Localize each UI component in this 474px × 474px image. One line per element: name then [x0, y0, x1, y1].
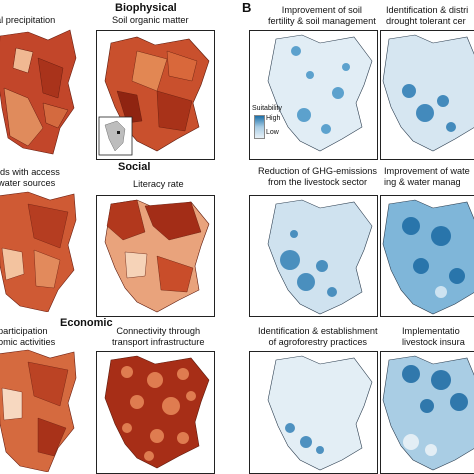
legend-high: High [266, 115, 281, 122]
map-economic-participation [0, 348, 78, 472]
map-agroforestry [249, 351, 378, 474]
section-biophysical: Biophysical [115, 2, 177, 14]
map-water-harvesting [380, 195, 474, 317]
map-ghg [249, 195, 378, 317]
map-caption-precipitation: al precipitation [0, 15, 56, 25]
legend-title: Suitability [252, 105, 282, 112]
map-caption-agroforestry: Identification & establishment of agrofo… [258, 326, 378, 347]
panel-b-letter: B [242, 0, 252, 15]
map-caption-soil-organic-matter: Soil organic matter [112, 15, 189, 25]
map-connectivity [96, 351, 215, 474]
map-caption-connectivity: Connectivity through transport infrastru… [112, 326, 205, 347]
legend-low: Low [266, 129, 279, 136]
map-caption-ghg: Reduction of GHG-emissions from the live… [258, 166, 377, 187]
legend-gradient [254, 115, 265, 139]
map-caption-water-access: lds with access water sources [0, 167, 60, 188]
map-soil-fertility: Suitability High Low [249, 30, 378, 160]
map-precipitation [0, 28, 78, 155]
map-caption-drought-tolerant: Identification & distri drought tolerant… [386, 5, 469, 26]
section-social: Social [118, 161, 151, 173]
map-caption-soil-fertility: Improvement of soil fertility & soil man… [268, 5, 376, 26]
map-livestock-insurance [380, 351, 474, 474]
map-water-access [0, 190, 78, 312]
map-caption-economic-participation: participation omic activities [0, 326, 56, 347]
map-soil-organic-matter [96, 30, 215, 160]
map-caption-literacy: Literacy rate [133, 179, 184, 189]
section-economic: Economic [60, 317, 113, 329]
map-drought-tolerant [380, 30, 474, 160]
map-caption-water-harvesting: Improvement of wate ing & water manag [384, 166, 470, 187]
map-literacy [96, 195, 215, 317]
map-caption-livestock-insurance: Implementatio livestock insura [402, 326, 465, 347]
